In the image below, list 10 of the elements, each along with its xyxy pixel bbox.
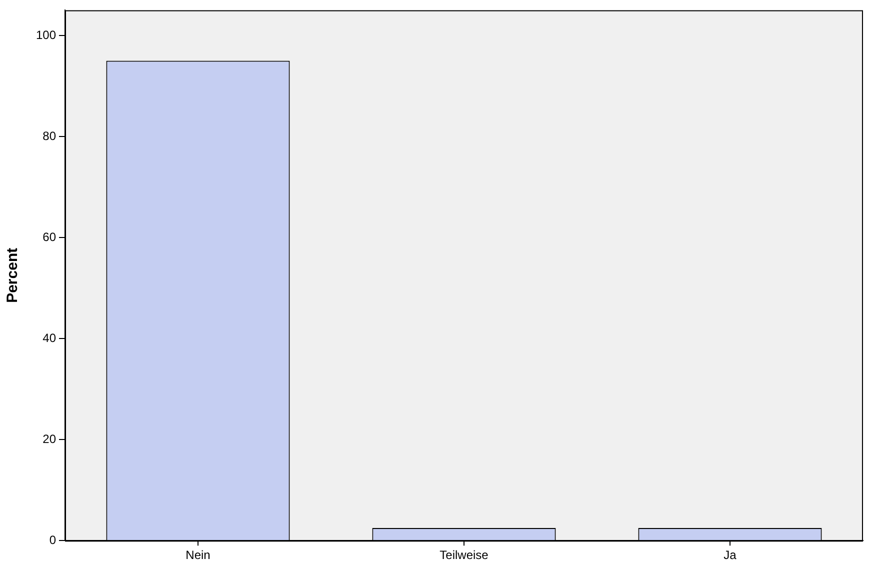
y-tick-label: 60 bbox=[42, 230, 56, 244]
x-tick-label: Teilweise bbox=[440, 548, 489, 562]
y-axis-title: Percent bbox=[4, 248, 22, 303]
y-tick-label: 100 bbox=[36, 28, 56, 42]
y-tick-label: 80 bbox=[42, 128, 56, 143]
y-tick-label: 0 bbox=[49, 532, 56, 547]
x-tick-label: Ja bbox=[724, 548, 737, 562]
y-tick-label: 20 bbox=[42, 432, 56, 446]
x-tick-label: Nein bbox=[186, 548, 210, 562]
y-tick-label: 40 bbox=[42, 330, 56, 345]
